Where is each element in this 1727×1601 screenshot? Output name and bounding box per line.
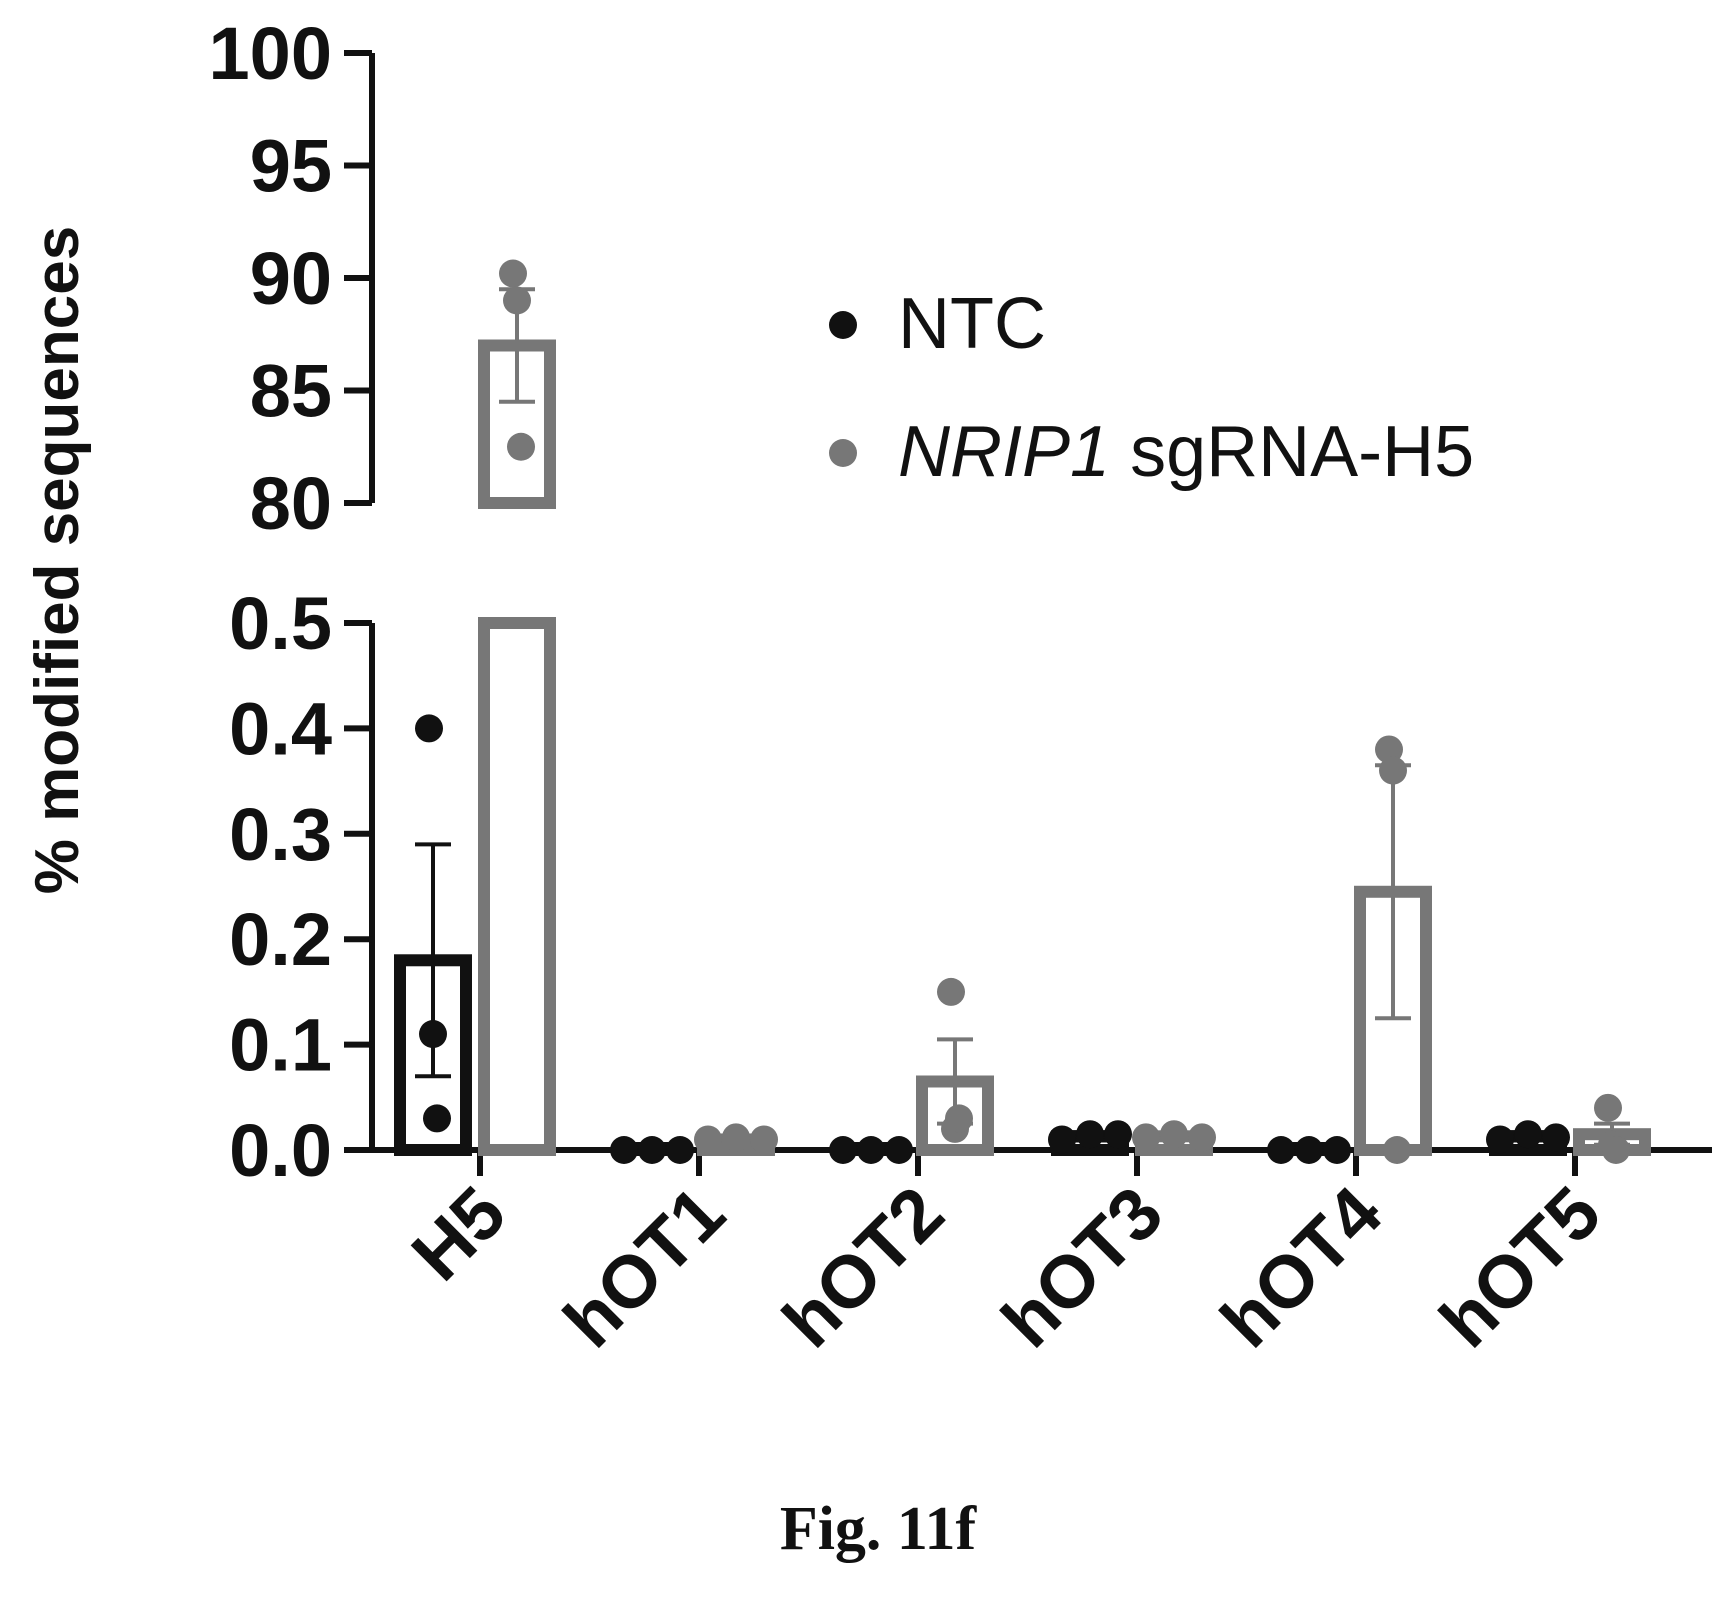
data-point [1104,1120,1132,1148]
data-point [722,1123,750,1151]
data-point [638,1136,666,1164]
data-point [1383,1136,1411,1164]
y-lower-tick-label: 0.1 [229,1004,332,1087]
legend-marker-ntc [829,311,857,339]
data-point [1323,1136,1351,1164]
y-upper-tick-label: 85 [250,350,332,433]
data-point [885,1136,913,1164]
data-point [857,1136,885,1164]
data-point [419,1020,447,1048]
data-point [750,1125,778,1153]
legend-label-ntc: NTC [898,284,1046,364]
legend-label-sgrna: NRIP1 sgRNA-H5 [898,412,1474,492]
data-point [1132,1123,1160,1151]
figure-caption: Fig. 11f [780,1495,978,1563]
y-lower-tick-label: 0.0 [229,1109,332,1192]
y-upper-tick-label: 80 [250,462,332,545]
data-point [610,1136,638,1164]
y-lower-tick-label: 0.2 [229,898,332,981]
chart-points [415,260,1630,1165]
chart-axes: 0.00.10.20.30.40.580859095100H5hOT1hOT2h… [209,12,1712,1363]
data-point [937,978,965,1006]
legend-label-gene: NRIP1 [898,412,1110,492]
data-point [1486,1125,1514,1153]
x-tick-label: hOT1 [548,1171,740,1363]
legend: NTC NRIP1 sgRNA-H5 [829,284,1474,492]
y-lower-tick-label: 0.5 [229,582,332,665]
data-point [507,433,535,461]
bar-h5-lower [484,623,550,1150]
x-tick-label: hOT4 [1205,1171,1397,1363]
data-point [503,287,531,315]
data-point [666,1136,694,1164]
data-point [1295,1136,1323,1164]
data-point [499,260,527,288]
y-upper-tick-label: 95 [250,125,332,208]
x-tick-label: H5 [396,1171,522,1297]
y-upper-tick-label: 90 [250,237,332,320]
data-point [1048,1125,1076,1153]
legend-marker-sgrna [829,439,857,467]
data-point [1160,1120,1188,1148]
x-tick-label: hOT5 [1424,1171,1616,1363]
y-axis-label: % modified sequences [23,226,92,894]
y-lower-tick-label: 0.4 [229,687,332,770]
y-lower-tick-label: 0.3 [229,793,332,876]
data-point [1188,1123,1216,1151]
data-point [1594,1094,1622,1122]
data-point [829,1136,857,1164]
data-point [1379,757,1407,785]
data-point [1514,1120,1542,1148]
x-tick-label: hOT2 [767,1171,959,1363]
data-point [694,1125,722,1153]
data-point [1602,1136,1630,1164]
y-upper-tick-label: 100 [209,12,332,95]
data-point [1267,1136,1295,1164]
data-point [415,714,443,742]
data-point [1542,1123,1570,1151]
legend-label-guide: sgRNA-H5 [1130,412,1474,492]
data-point [423,1104,451,1132]
legend-label-space [1110,412,1130,492]
data-point [1076,1120,1104,1148]
data-point [945,1104,973,1132]
x-tick-label: hOT3 [986,1171,1178,1363]
